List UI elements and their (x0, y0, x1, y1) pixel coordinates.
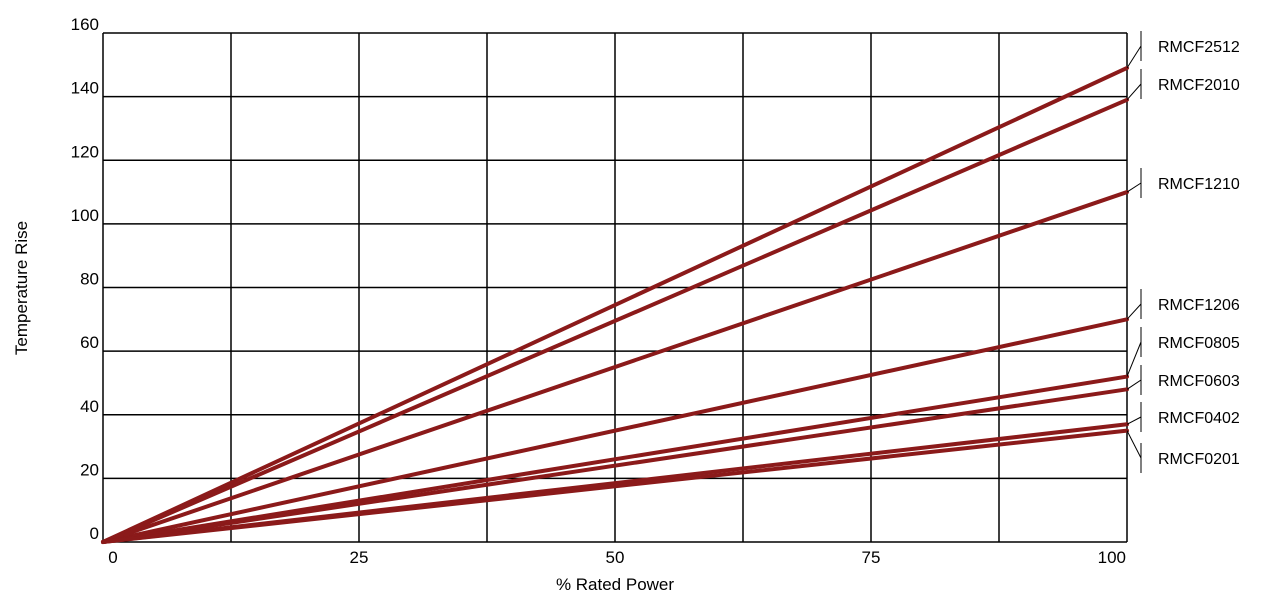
legend-leader-line (1126, 379, 1142, 390)
x-tick-label: 0 (108, 548, 117, 567)
legend-label-rmcf2010: RMCF2010 (1158, 77, 1240, 94)
x-tick-label: 50 (606, 548, 625, 567)
legend-leader-line (1126, 182, 1142, 193)
legend-leader-line (1126, 341, 1142, 377)
grid (102, 32, 1128, 543)
x-tick-labels: 0 25 50 75 100 (108, 548, 1126, 567)
y-tick-label: 20 (80, 460, 99, 479)
legend-label-rmcf1210: RMCF1210 (1158, 176, 1240, 193)
legend-label-rmcf0402: RMCF0402 (1158, 410, 1240, 427)
x-tick-label: 100 (1098, 548, 1126, 567)
series-line-rmcf2010 (101, 97, 1129, 544)
x-tick-label: 75 (862, 548, 881, 567)
series-line-rmcf2512 (101, 65, 1129, 544)
y-tick-label: 40 (80, 397, 99, 416)
legend-label-rmcf0603: RMCF0603 (1158, 373, 1240, 390)
x-axis-label: % Rated Power (556, 575, 674, 594)
legend-label-rmcf0201: RMCF0201 (1158, 451, 1240, 468)
y-tick-label: 0 (90, 524, 99, 543)
legend-label-rmcf1206: RMCF1206 (1158, 297, 1240, 314)
y-axis-label: Temperature Rise (12, 221, 31, 355)
y-tick-label: 160 (71, 15, 99, 34)
legend-label-rmcf0805: RMCF0805 (1158, 335, 1240, 352)
legend-label-rmcf2512: RMCF2512 (1158, 39, 1240, 56)
series-line-rmcf0201 (101, 428, 1129, 544)
x-tick-label: 25 (350, 548, 369, 567)
legend-leader-line (1126, 83, 1142, 101)
y-tick-label: 120 (71, 142, 99, 161)
series-line-rmcf1210 (101, 190, 1129, 544)
y-tick-label: 80 (80, 270, 99, 289)
legend-leader-line (1126, 416, 1142, 425)
y-tick-label: 100 (71, 206, 99, 225)
legend: RMCF2512 RMCF2010 RMCF1210 RMCF1206 RMCF0805… (1126, 31, 1240, 473)
legend-leader-line (1126, 430, 1142, 459)
series-lines (101, 65, 1129, 544)
series-line-rmcf1206 (101, 317, 1129, 544)
series-line-rmcf0603 (101, 387, 1129, 544)
legend-leader-line (1126, 45, 1142, 69)
y-tick-label: 60 (80, 333, 99, 352)
legend-leader-line (1126, 303, 1142, 320)
y-tick-labels: 0 20 40 60 80 100 120 140 160 (71, 15, 99, 543)
series-line-rmcf0805 (101, 374, 1129, 544)
y-tick-label: 140 (71, 79, 99, 98)
